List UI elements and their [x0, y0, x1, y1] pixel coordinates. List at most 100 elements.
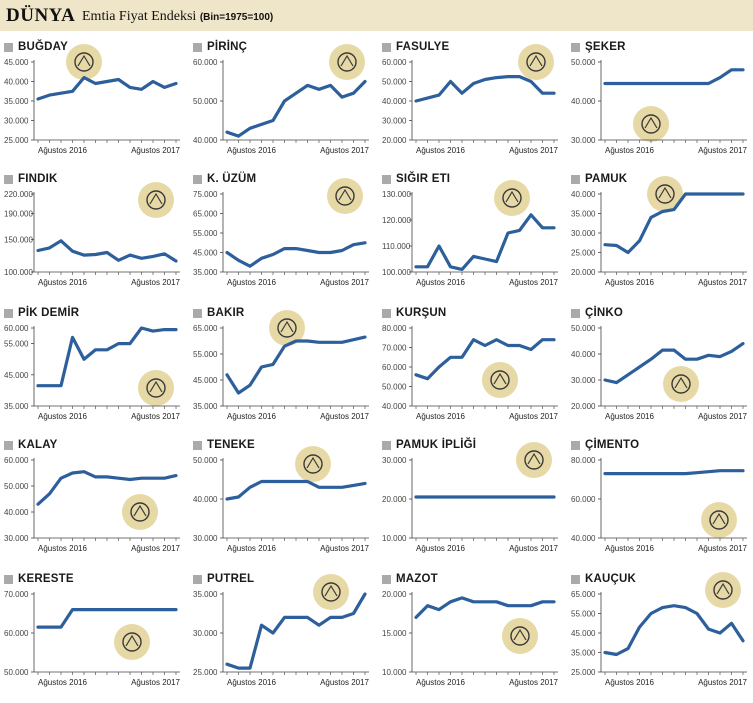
y-tick-label: 55.000	[571, 610, 596, 619]
y-tick-label: 60.000	[382, 58, 407, 67]
line-chart: 130.000 120.000 110.000 100.000 Ağustos 2016…	[382, 190, 559, 287]
chart-panel: ÇİMENTO 80.000 60.000 40.000 Ağustos 2016 Ağu…	[571, 438, 749, 566]
y-tick-label: 30.000	[4, 534, 29, 543]
series-line	[603, 604, 745, 657]
y-tick-label: 30.000	[4, 117, 29, 126]
title-square	[382, 440, 391, 450]
series-line	[36, 470, 178, 506]
chart-panel: FASULYE 60.000 50.000 40.000 30.000 20.000 Ağu…	[382, 40, 560, 168]
line-chart: 65.000 55.000 45.000 35.000 Ağustos 2016 Ağus…	[193, 324, 370, 421]
chart-title: ŞEKER	[571, 40, 626, 54]
line-chart: 80.000 60.000 40.000 Ağustos 2016 Ağustos 20…	[571, 456, 748, 553]
y-tick-label: 150.000	[4, 236, 33, 245]
series-line	[225, 79, 367, 138]
x-tick-label: Ağustos 2017	[698, 544, 747, 553]
line-chart: 35.000 30.000 25.000 Ağustos 2016 Ağustos 20…	[193, 590, 370, 687]
y-tick-label: 40.000	[193, 136, 218, 145]
y-tick-label: 20.000	[571, 402, 596, 411]
x-tick-label: Ağustos 2017	[698, 146, 747, 155]
chart-title: TENEKE	[193, 438, 255, 452]
x-tick-label: Ağustos 2017	[698, 412, 747, 421]
y-tick-label: 10.000	[382, 668, 407, 677]
y-tick-label: 40.000	[193, 495, 218, 504]
y-tick-label: 50.000	[382, 383, 407, 392]
chart-name: PAMUK	[585, 173, 628, 185]
y-tick-label: 65.000	[193, 324, 218, 333]
y-tick-label: 20.000	[571, 268, 596, 277]
line-chart: 220.000 190.000 150.000 100.000 Ağustos 2016…	[4, 190, 181, 287]
y-tick-label: 40.000	[571, 534, 596, 543]
x-tick-label: Ağustos 2016	[416, 678, 465, 687]
page-title-text: Emtia Fiyat Endeksi	[82, 9, 197, 24]
chart-panel: KALAY 60.000 50.000 40.000 30.000 Ağustos 201…	[4, 438, 182, 566]
miner-icon	[122, 494, 158, 530]
y-tick-label: 50.000	[571, 324, 596, 333]
y-tick-label: 10.000	[382, 534, 407, 543]
x-tick-label: Ağustos 2017	[509, 278, 558, 287]
y-tick-label: 80.000	[571, 456, 596, 465]
x-tick-label: Ağustos 2016	[605, 412, 654, 421]
chart-title: KERESTE	[4, 572, 74, 586]
rice-icon	[329, 44, 365, 80]
y-tick-label: 30.000	[193, 629, 218, 638]
line-chart: 60.000 50.000 40.000 Ağustos 2016 Ağustos 20…	[193, 58, 370, 155]
y-tick-label: 45.000	[571, 629, 596, 638]
y-tick-label: 40.000	[571, 97, 596, 106]
y-tick-label: 60.000	[382, 363, 407, 372]
chart-title: BAKIR	[193, 306, 244, 320]
chart-title: ÇİNKO	[571, 306, 623, 320]
y-tick-label: 40.000	[571, 190, 596, 199]
chart-panel: BAKIR 65.000 55.000 45.000 35.000 Ağustos 201…	[193, 306, 371, 434]
chart-name: ÇİMENTO	[585, 439, 640, 451]
line-chart: 50.000 40.000 30.000 Ağustos 2016 Ağustos 20…	[571, 58, 748, 155]
x-tick-label: Ağustos 2016	[227, 678, 276, 687]
y-tick-label: 65.000	[193, 210, 218, 219]
page-subtitle: (Bin=1975=100)	[199, 12, 274, 23]
line-chart: 65.000 55.000 45.000 35.000 25.000 Ağustos 20…	[571, 590, 748, 687]
chart-name: KAUÇUK	[585, 573, 637, 585]
y-tick-label: 60.000	[4, 629, 29, 638]
series-line	[225, 592, 367, 670]
x-tick-label: Ağustos 2017	[320, 544, 369, 553]
y-tick-label: 80.000	[382, 324, 407, 333]
cement-truck-icon	[701, 502, 737, 538]
series-line	[36, 326, 178, 388]
title-square	[571, 42, 580, 52]
y-tick-label: 190.000	[4, 210, 33, 219]
title-square	[193, 42, 202, 52]
chart-name: PİRİNÇ	[207, 41, 248, 53]
x-tick-label: Ağustos 2016	[38, 146, 87, 155]
chart-name: PAMUK İPLİĞİ	[396, 439, 477, 451]
yarn-icon	[516, 442, 552, 478]
y-tick-label: 25.000	[571, 668, 596, 677]
bean-icon	[518, 44, 554, 80]
title-square	[4, 42, 13, 52]
y-tick-label: 45.000	[4, 371, 29, 380]
chart-title: SIĞIR ETI	[382, 172, 450, 186]
y-tick-label: 20.000	[382, 590, 407, 599]
x-tick-label: Ağustos 2016	[605, 678, 654, 687]
title-square	[193, 174, 202, 184]
chart-name: FINDIK	[18, 173, 58, 185]
x-tick-label: Ağustos 2017	[131, 412, 180, 421]
chart-name: PİK DEMİR	[18, 307, 80, 319]
series-line	[414, 213, 556, 272]
chart-name: SIĞIR ETI	[396, 173, 451, 185]
title-square	[193, 440, 202, 450]
y-tick-label: 60.000	[4, 456, 29, 465]
line-chart: 45.000 40.000 35.000 30.000 25.000 Ağustos 20…	[4, 58, 181, 155]
y-tick-label: 40.000	[4, 78, 29, 87]
y-tick-label: 50.000	[4, 482, 29, 491]
series-line	[225, 241, 367, 268]
x-tick-label: Ağustos 2017	[320, 678, 369, 687]
meat-icon	[494, 180, 530, 216]
x-tick-label: Ağustos 2016	[38, 278, 87, 287]
title-square	[382, 174, 391, 184]
series-line	[414, 596, 556, 620]
title-square	[193, 574, 202, 584]
chart-panel: ÇİNKO 50.000 40.000 30.000 20.000 Ağustos 201…	[571, 306, 749, 434]
chart-title: MAZOT	[382, 572, 438, 586]
series-line	[225, 479, 367, 501]
title-square	[571, 308, 580, 318]
chart-panel: KAUÇUK 65.000 55.000 45.000 35.000 25.000 Ağus…	[571, 572, 749, 700]
